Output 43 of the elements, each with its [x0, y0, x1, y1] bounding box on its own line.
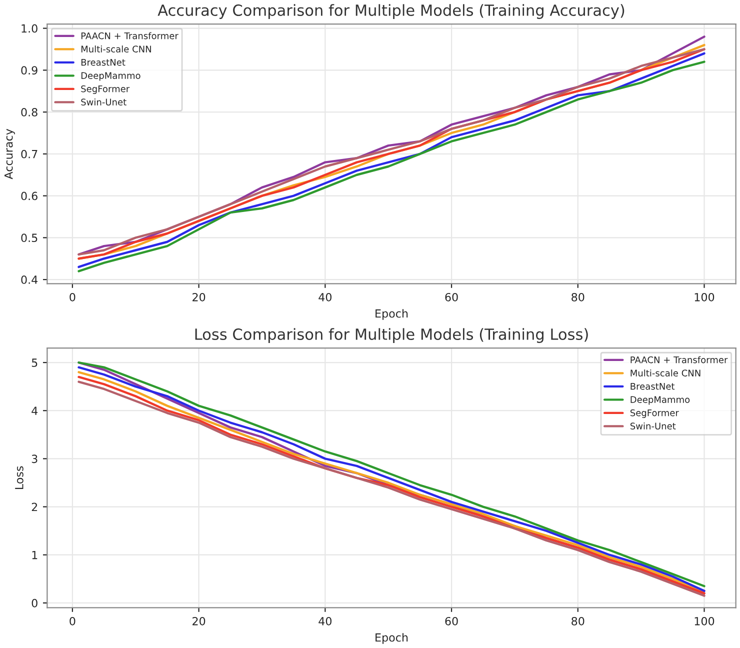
x-tick-label: 20 [192, 616, 206, 626]
legend-label: Multi-scale CNN [81, 45, 151, 52]
y-tick-label: 1.0 [22, 24, 38, 33]
x-tick-label: 60 [445, 616, 458, 626]
x-axis-title: Epoch [376, 633, 408, 644]
y-tick-label: 4 [32, 406, 38, 415]
y-tick-label: 0.8 [21, 108, 38, 116]
legend-label: BreastNet [81, 59, 126, 66]
x-tick-label: 40 [318, 616, 332, 626]
y-tick-label: 1 [32, 550, 38, 560]
legend-label: SegFormer [81, 85, 130, 94]
legend-label: PAACN + Transformer [81, 32, 178, 40]
x-tick-label: 80 [572, 616, 584, 626]
x-tick-label: 60 [445, 292, 458, 302]
y-axis-title: Loss [15, 466, 24, 490]
chart-title: Accuracy Comparison for Multiple Models (Training Accuracy) [158, 4, 624, 19]
x-tick-label: 40 [318, 292, 332, 302]
x-axis-title: Epoch [376, 309, 408, 320]
legend-label: DeepMammo [81, 72, 140, 81]
y-tick-label: 0.9 [21, 66, 38, 75]
legend-label: Swin-Unet [81, 98, 126, 106]
legend-label: BreastNet [630, 383, 675, 390]
x-tick-label: 100 [694, 292, 714, 302]
x-tick-label: 20 [192, 292, 206, 302]
x-tick-label: 0 [70, 616, 76, 626]
y-tick-label: 0.4 [21, 276, 38, 284]
x-tick-label: 80 [572, 292, 584, 302]
legend-label: Multi-scale CNN [630, 369, 700, 376]
legend-label: Swin-Unet [630, 422, 676, 430]
y-tick-label: 0.6 [21, 192, 38, 200]
y-tick-label: 0.5 [21, 234, 38, 242]
x-tick-label: 0 [70, 292, 76, 302]
x-tick-label: 100 [694, 616, 714, 626]
y-tick-label: 0 [32, 598, 38, 608]
y-tick-label: 2 [32, 502, 38, 511]
y-tick-label: 5 [32, 358, 38, 367]
y-tick-label: 3 [32, 454, 38, 464]
legend-label: PAACN + Transformer [630, 356, 728, 364]
y-tick-label: 0.7 [21, 150, 38, 158]
chart-title: Loss Comparison for Multiple Models (Training Loss) [195, 328, 588, 343]
y-axis-title: Accuracy [4, 128, 15, 180]
legend-label: SegFormer [630, 409, 679, 418]
legend-label: DeepMammo [630, 396, 690, 405]
